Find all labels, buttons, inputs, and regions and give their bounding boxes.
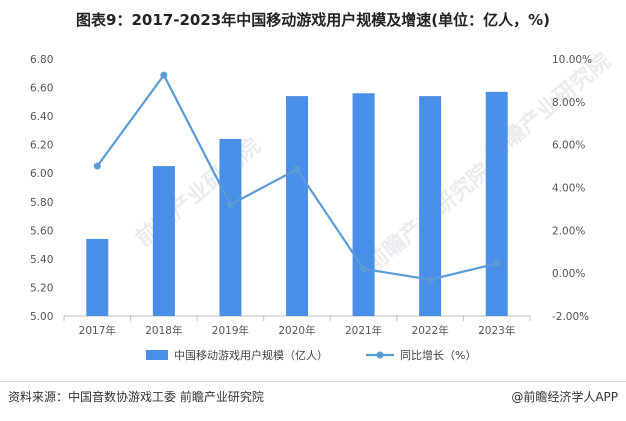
y-right-tick-label: 8.00% xyxy=(552,97,585,109)
y-left-tick-label: 6.20 xyxy=(30,140,53,152)
y-right-tick-label: 0.00% xyxy=(552,268,585,280)
growth-point xyxy=(226,201,234,209)
y-right-tick-label: 4.00% xyxy=(552,183,585,195)
growth-point xyxy=(360,265,368,273)
bar xyxy=(152,166,175,316)
bar xyxy=(286,96,308,316)
bar xyxy=(485,91,508,316)
growth-point xyxy=(293,165,301,173)
legend-bar-label: 中国移动游戏用户规模（亿人） xyxy=(174,348,328,362)
bar xyxy=(86,238,109,316)
x-tick-label: 2017年 xyxy=(79,324,116,337)
x-tick-label: 2021年 xyxy=(345,324,382,337)
y-right-tick-label: -2.00% xyxy=(552,311,589,323)
x-tick-label: 2019年 xyxy=(212,324,249,337)
source-text: 资料来源：中国音数协游戏工委 前瞻产业研究院 xyxy=(8,390,264,404)
y-left-tick-label: 5.20 xyxy=(30,282,53,294)
y-left-tick-label: 5.40 xyxy=(30,254,53,266)
x-tick-label: 2020年 xyxy=(278,324,315,337)
legend-line-label: 同比增长（%） xyxy=(400,348,476,362)
x-tick-label: 2018年 xyxy=(145,324,182,337)
growth-point xyxy=(93,162,101,170)
chart-title: 图表9：2017-2023年中国移动游戏用户规模及增速(单位：亿人，%) xyxy=(76,11,550,29)
y-left-tick-label: 6.60 xyxy=(30,83,53,95)
bar xyxy=(352,93,375,317)
growth-point xyxy=(160,71,168,79)
bar xyxy=(219,138,242,316)
growth-point xyxy=(426,276,434,284)
y-left-tick-label: 6.80 xyxy=(30,54,53,66)
legend-line-marker xyxy=(376,351,384,359)
y-left-tick-label: 5.00 xyxy=(30,311,53,323)
y-right-tick-label: 10.00% xyxy=(552,54,592,66)
y-right-tick-label: 6.00% xyxy=(552,140,585,152)
brand-text: @前瞻经济学人APP xyxy=(511,390,618,404)
bar xyxy=(419,96,442,316)
x-tick-label: 2023年 xyxy=(478,324,515,337)
y-left-tick-label: 5.80 xyxy=(30,197,53,209)
chart-svg: 5.00 5.20 5.40 5.60 5.80 6.00 6.20 6.40 6.60 6.80… xyxy=(30,54,592,362)
footer-divider xyxy=(0,381,626,382)
x-tick-label: 2022年 xyxy=(412,324,449,337)
legend-bar-swatch xyxy=(146,350,168,360)
growth-point xyxy=(493,260,501,268)
y-right-tick-label: 2.00% xyxy=(552,225,585,237)
y-left-tick-label: 5.60 xyxy=(30,225,53,237)
y-left-tick-label: 6.40 xyxy=(30,111,53,123)
y-left-tick-label: 6.00 xyxy=(30,168,53,180)
